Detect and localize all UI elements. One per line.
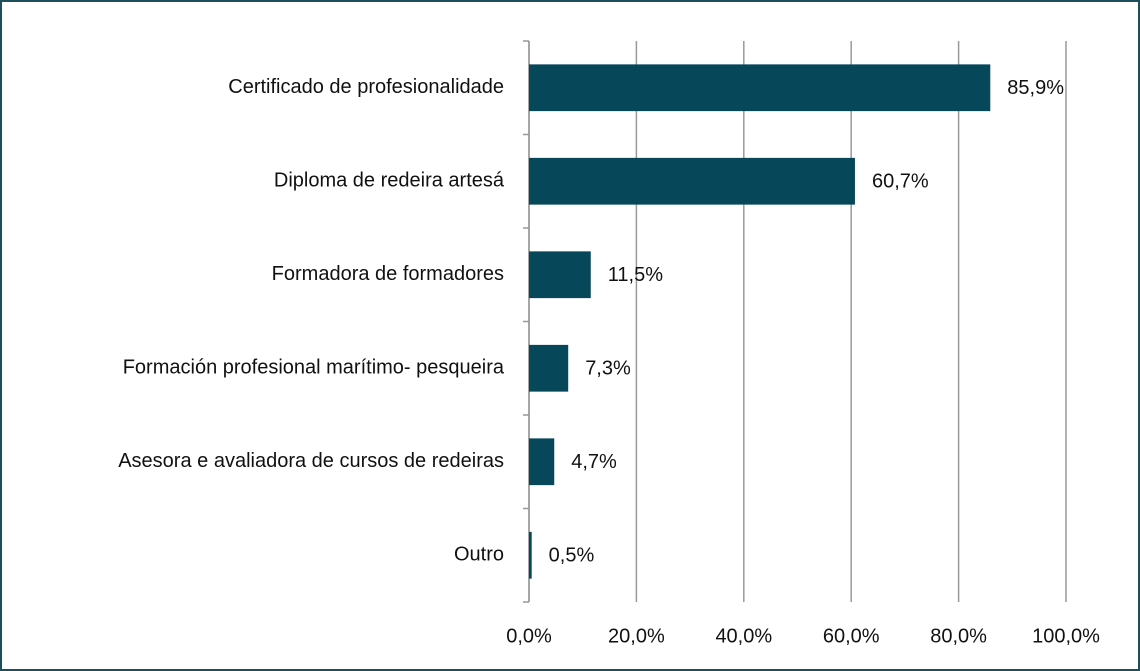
bar	[529, 251, 591, 299]
y-tick-label: Formación profesional marítimo- pesqueir…	[123, 357, 505, 379]
bar	[529, 438, 555, 486]
data-label: 85,9%	[1007, 77, 1064, 99]
bar	[529, 157, 855, 205]
x-tick-label: 20,0%	[608, 625, 665, 647]
y-tick-label: Formadora de formadores	[272, 263, 504, 285]
y-tick-label: Asesora e avaliadora de cursos de redeir…	[118, 450, 504, 472]
y-tick-label: Outro	[454, 544, 504, 566]
data-label: 60,7%	[872, 171, 929, 193]
y-tick-label: Diploma de redeira artesá	[274, 170, 505, 192]
bar	[529, 531, 532, 579]
x-tick-label: 80,0%	[930, 625, 987, 647]
data-label: 11,5%	[608, 264, 663, 286]
data-label: 0,5%	[549, 545, 595, 567]
x-tick-label: 0,0%	[506, 625, 552, 647]
y-tick-label: Certificado de profesionalidade	[228, 76, 504, 98]
bar	[529, 64, 991, 112]
bar	[529, 344, 569, 392]
x-tick-label: 60,0%	[823, 625, 880, 647]
data-label: 4,7%	[571, 451, 617, 473]
data-label: 7,3%	[585, 358, 631, 380]
x-tick-label: 40,0%	[715, 625, 772, 647]
x-tick-label: 100,0%	[1032, 625, 1100, 647]
